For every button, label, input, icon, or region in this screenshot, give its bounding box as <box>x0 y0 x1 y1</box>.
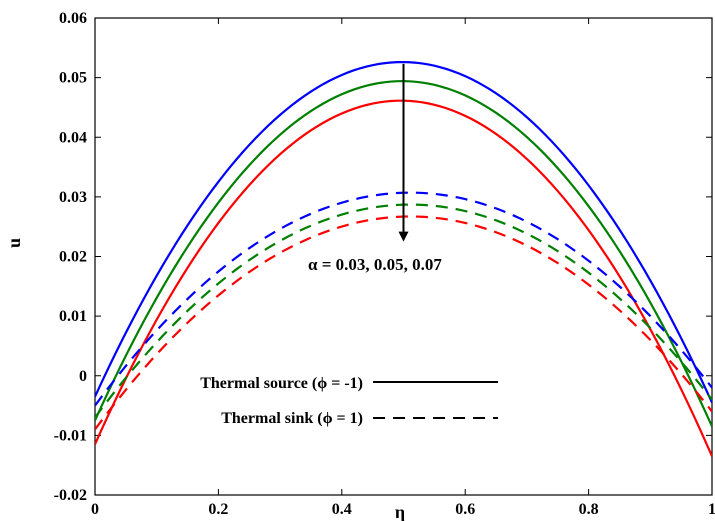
y-tick-label: 0.06 <box>59 10 87 27</box>
y-tick-label: -0.01 <box>54 427 87 444</box>
y-tick-label: -0.02 <box>54 487 87 504</box>
y-tick-label: 0.04 <box>59 129 87 146</box>
legend-label-solid: Thermal source (ϕ = -1) <box>200 375 363 392</box>
y-axis-ticks: -0.02 -0.01 0 0.01 0.02 0.03 0.04 0.05 0.06 <box>54 10 712 504</box>
x-axis-ticks: 0 0.2 0.4 0.6 0.8 1 <box>91 18 715 518</box>
arrow-annotation <box>398 63 409 242</box>
legend-label-dashed: Thermal sink (ϕ = 1) <box>221 410 363 427</box>
x-tick-label: 0 <box>91 501 99 518</box>
x-tick-label: 0.8 <box>579 501 599 518</box>
alpha-annotation: α = 0.03, 0.05, 0.07 <box>308 255 442 274</box>
y-tick-label: 0.05 <box>59 70 87 87</box>
y-tick-label: 0.03 <box>59 189 87 206</box>
x-tick-label: 0.4 <box>332 501 352 518</box>
y-tick-label: 0.01 <box>59 308 87 325</box>
legend: Thermal source (ϕ = -1) Thermal sink (ϕ … <box>200 375 498 427</box>
y-axis-label: u <box>4 238 24 248</box>
series-line-solid-0 <box>95 60 712 404</box>
y-tick-label: 0.02 <box>59 249 87 266</box>
x-tick-label: 0.6 <box>455 501 475 518</box>
x-axis-label: η <box>395 502 405 521</box>
y-tick-label: 0 <box>79 368 87 385</box>
arrow-head <box>398 231 409 242</box>
x-tick-label: 0.2 <box>208 501 228 518</box>
x-tick-label: 1 <box>708 501 715 518</box>
